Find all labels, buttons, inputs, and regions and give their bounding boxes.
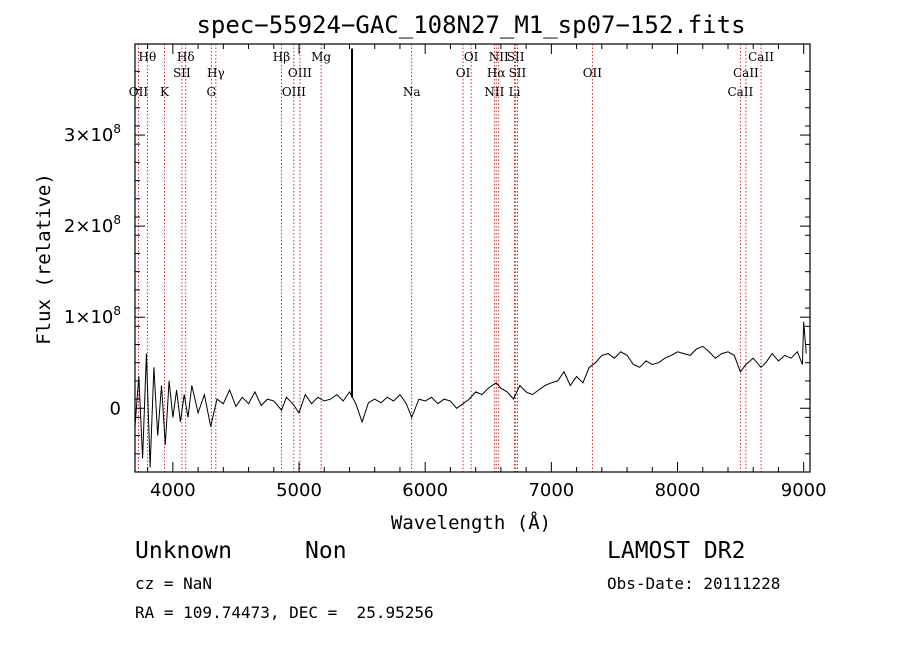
coordinates: RA = 109.74473, DEC = 25.95256 bbox=[135, 603, 434, 622]
y-axis-label: Flux (relative) bbox=[33, 173, 55, 345]
emission-line-label: CaII bbox=[727, 85, 753, 99]
x-tick-label: 6000 bbox=[402, 480, 448, 501]
emission-line-label: Na bbox=[403, 85, 421, 99]
emission-line-label: Mg bbox=[311, 50, 331, 64]
y-tick-exponent: 8 bbox=[113, 122, 121, 136]
y-tick-mantissa: 2×10 bbox=[64, 216, 113, 237]
y-tick-label: 3×108 bbox=[64, 122, 121, 146]
observation-date: Obs-Date: 20111228 bbox=[607, 574, 781, 593]
x-tick-label: 4000 bbox=[150, 480, 196, 501]
y-tick-exponent: 8 bbox=[113, 304, 121, 318]
emission-line-label: SII bbox=[173, 66, 191, 80]
y-tick-label: 2×108 bbox=[64, 213, 121, 237]
survey-name: LAMOST DR2 bbox=[607, 538, 746, 564]
emission-line-label: NII bbox=[489, 50, 509, 64]
emission-line-label: Hγ bbox=[207, 66, 225, 80]
x-tick-label: 7000 bbox=[528, 480, 574, 501]
emission-line-label: SII bbox=[509, 66, 527, 80]
emission-line-label: SII bbox=[507, 50, 525, 64]
emission-line-label: OI bbox=[464, 50, 479, 64]
plot-frame bbox=[134, 43, 811, 473]
emission-line-label: Li bbox=[509, 85, 521, 99]
emission-line-label: CaII bbox=[748, 50, 774, 64]
emission-line-label: Hθ bbox=[139, 50, 157, 64]
emission-line-label: OIII bbox=[282, 85, 306, 99]
emission-line-label: OIII bbox=[288, 66, 312, 80]
redshift: cz = NaN bbox=[135, 574, 213, 593]
emission-line-label: NII bbox=[484, 85, 504, 99]
emission-line-markers: Hθ OII K Hδ SII Hγ G Hβ OIII OIII Mg Na OI OI NII NII Hα… bbox=[129, 44, 774, 472]
emission-line-label: K bbox=[160, 85, 170, 99]
y-tick-mantissa: 3×10 bbox=[64, 125, 113, 146]
y-tick-exponent: 8 bbox=[113, 213, 121, 227]
emission-line-label: Hβ bbox=[273, 50, 290, 64]
emission-line-label: CaII bbox=[733, 66, 759, 80]
spectrum-series-line bbox=[134, 321, 807, 468]
emission-line-label: OII bbox=[583, 66, 603, 80]
emission-line-label: Hδ bbox=[177, 50, 195, 64]
object-type: Unknown bbox=[135, 538, 232, 564]
emission-line-label: OII bbox=[129, 85, 149, 99]
emission-line-label: Hα bbox=[487, 66, 506, 80]
y-tick-mantissa: 0 bbox=[110, 398, 121, 419]
chart-title: spec−55924−GAC_108N27_M1_sp07−152.fits bbox=[196, 11, 745, 39]
y-tick-label: 1×108 bbox=[64, 304, 121, 328]
emission-line-label: OI bbox=[456, 66, 471, 80]
object-class: Non bbox=[305, 538, 347, 564]
y-tick-mantissa: 1×10 bbox=[64, 307, 113, 328]
x-axis-label: Wavelength (Å) bbox=[391, 511, 551, 534]
y-tick-label: 0 bbox=[110, 398, 121, 419]
emission-line-label: G bbox=[207, 85, 217, 99]
spectrum-data bbox=[134, 48, 807, 468]
x-tick-label: 9000 bbox=[781, 480, 827, 501]
x-tick-label: 8000 bbox=[655, 480, 701, 501]
x-tick-label: 5000 bbox=[276, 480, 322, 501]
